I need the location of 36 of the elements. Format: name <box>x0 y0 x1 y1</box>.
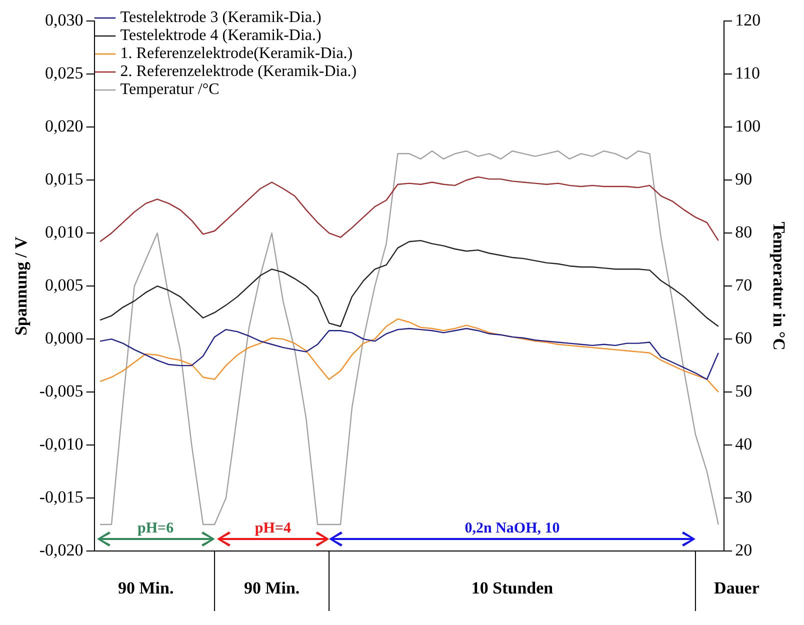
y-tick-label: 0,025 <box>45 64 84 83</box>
legend-label: 1. Referenzelektrode(Keramik-Dia.) <box>120 45 353 62</box>
y-tick-label: 0,005 <box>45 276 84 295</box>
text: 10 Stunden <box>471 578 554 598</box>
y-tick-label: -0,005 <box>39 382 84 401</box>
y-tick-label: -0,015 <box>39 487 84 506</box>
y-tick-label: -0,010 <box>39 434 84 454</box>
annotation: pH=4 <box>254 520 292 536</box>
legend-label: 2. Referenzelektrode (Keramik-Dia.) <box>120 63 357 80</box>
y2-tick-label: 30 <box>735 487 752 506</box>
y-axis-title: Spannung / V <box>12 236 31 336</box>
text: 90 Min. <box>244 578 300 598</box>
y-tick-label: 0,010 <box>45 222 84 242</box>
y2-tick-label: 20 <box>735 540 752 560</box>
y2-tick-label: 70 <box>735 276 752 295</box>
legend-label: Testelektrode 3 (Keramik-Dia.) <box>120 9 322 26</box>
legend-label: Temperatur /°C <box>120 81 220 98</box>
y2-tick-label: 60 <box>735 328 752 348</box>
annotation: pH=6 <box>138 520 174 536</box>
annotation: 0,2n NaOH, 10 <box>464 520 560 536</box>
y2-tick-label: 110 <box>735 64 760 83</box>
y2-tick-label: 40 <box>735 434 752 454</box>
y2-axis-title: Temperatur in °C <box>769 222 788 350</box>
text: 90 Min. <box>118 578 174 598</box>
y-tick-label: 0,000 <box>45 328 84 348</box>
y2-tick-label: 50 <box>735 382 752 401</box>
y2-tick-label: 80 <box>735 222 752 242</box>
y2-tick-label: 90 <box>735 170 752 189</box>
y2-tick-label: 100 <box>735 116 761 136</box>
legend-label: Testelektrode 4 (Keramik-Dia.) <box>120 27 322 44</box>
x-axis-title: Dauer <box>714 578 760 598</box>
y-tick-label: 0,015 <box>45 170 84 189</box>
y2-tick-label: 120 <box>735 10 761 30</box>
y-tick-label: 0,030 <box>45 10 84 30</box>
y-tick-label: -0,020 <box>39 540 84 560</box>
y-tick-label: 0,020 <box>45 116 84 136</box>
